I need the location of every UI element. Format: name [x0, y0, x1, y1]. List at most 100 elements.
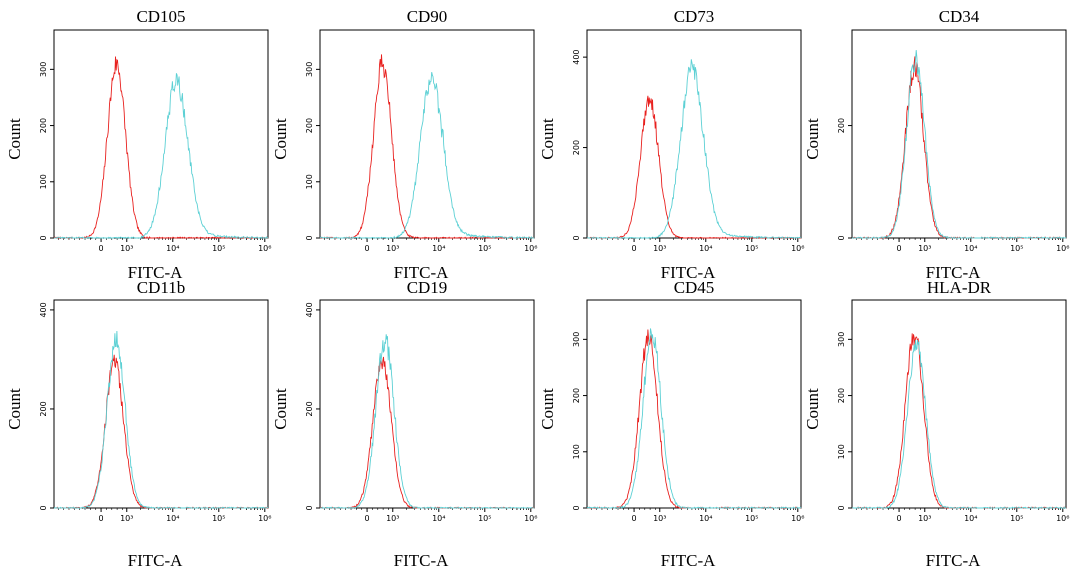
panel-title: CD105	[136, 7, 185, 26]
panel-title: CD19	[407, 278, 448, 297]
control-histogram-line	[852, 333, 1066, 508]
y-axis-label: Count	[538, 118, 557, 160]
x-tick-label: 10⁴	[699, 244, 712, 253]
y-tick-label: 200	[572, 388, 581, 403]
y-tick-label: 100	[837, 444, 846, 459]
x-tick-label: 10³	[120, 244, 133, 253]
x-tick-label: 10⁶	[258, 514, 271, 523]
y-tick-label: 200	[305, 401, 314, 416]
plot-frame	[54, 30, 268, 238]
x-tick-label: 0	[897, 244, 902, 253]
x-tick-label: 0	[632, 244, 637, 253]
x-tick-label: 10⁴	[699, 514, 712, 523]
histogram-panel-cd34: CD34 Count FITC-A 0 200 0 10³ 10⁴ 10⁵ 10⁶	[803, 7, 1069, 282]
panel-title: CD73	[674, 7, 715, 26]
y-tick-label: 0	[572, 235, 581, 240]
y-tick-label: 400	[39, 302, 48, 317]
x-tick-label: 0	[897, 514, 902, 523]
plot-frame	[320, 300, 534, 508]
y-tick-label: 300	[305, 62, 314, 77]
x-tick-label: 0	[365, 244, 370, 253]
marker-histogram-line	[587, 59, 801, 238]
histogram-panel-cd73: CD73CountFITC-A02004000 10³ 10⁴ 10⁵ 10⁶	[538, 7, 804, 282]
panel-title: CD90	[407, 7, 448, 26]
panel-title: HLA-DR	[927, 278, 992, 297]
control-histogram-line	[54, 57, 268, 239]
x-tick-label: 0	[365, 514, 370, 523]
y-tick-label: 0	[572, 505, 581, 510]
plot-frame	[320, 30, 534, 238]
x-tick-label: 10⁴	[964, 244, 977, 253]
histogram-panel-cd45: CD45 Count FITC-A 0 100 200 300 0 10³ 10⁴ 10⁵ 10⁶	[538, 278, 804, 570]
x-tick-label: 10³	[653, 514, 666, 523]
y-axis-label: Count	[271, 118, 290, 160]
marker-histogram-line	[852, 50, 1066, 238]
x-tick-label: 10³	[918, 244, 931, 253]
x-tick-label: 10⁵	[478, 244, 491, 253]
y-axis-label: Count	[5, 388, 24, 430]
y-tick-label: 200	[572, 140, 581, 155]
y-tick-label: 400	[305, 302, 314, 317]
y-tick-label: 300	[39, 62, 48, 77]
control-histogram-line	[320, 54, 534, 238]
x-tick-label: 10³	[386, 244, 399, 253]
y-tick-label: 0	[837, 505, 846, 510]
panel-title: CD34	[939, 7, 980, 26]
y-axis-label: Count	[803, 388, 822, 430]
x-axis-label: FITC-A	[926, 551, 982, 570]
x-tick-label: 10⁶	[258, 244, 271, 253]
y-axis-label: Count	[538, 388, 557, 430]
x-tick-label: 10⁴	[432, 514, 445, 523]
marker-histogram-line	[320, 334, 534, 508]
control-histogram-line	[587, 330, 801, 509]
plot-frame	[54, 300, 268, 508]
y-tick-label: 200	[305, 118, 314, 133]
y-tick-label: 200	[837, 118, 846, 133]
marker-histogram-line	[852, 340, 1066, 508]
y-tick-label: 0	[39, 235, 48, 240]
y-tick-label: 100	[39, 174, 48, 189]
plot-frame	[852, 300, 1066, 508]
x-tick-label: 10⁵	[745, 514, 758, 523]
x-tick-label: 10⁵	[745, 244, 758, 253]
x-axis-label: FITC-A	[394, 551, 450, 570]
y-axis-label: Count	[803, 118, 822, 160]
x-tick-label: 10⁴	[166, 514, 179, 523]
x-tick-label: 10⁴	[166, 244, 179, 253]
control-histogram-line	[852, 56, 1066, 238]
x-tick-label: 10⁴	[432, 244, 445, 253]
x-tick-label: 10³	[918, 514, 931, 523]
y-tick-label: 400	[572, 49, 581, 64]
x-axis-label: FITC-A	[661, 551, 717, 570]
y-axis-label: Count	[271, 388, 290, 430]
y-tick-label: 300	[837, 332, 846, 347]
marker-histogram-line	[54, 331, 268, 508]
plot-frame	[587, 300, 801, 508]
x-tick-label: 10⁵	[1010, 244, 1023, 253]
y-tick-label: 0	[305, 505, 314, 510]
histogram-panel-cd105: CD105 Count FITC-A 0 100 200 300 0 10³ 10⁴ 10⁵ 10⁶	[5, 7, 271, 282]
x-tick-label: 0	[99, 514, 104, 523]
y-tick-label: 0	[39, 505, 48, 510]
x-tick-label: 10⁶	[524, 514, 537, 523]
x-tick-label: 10³	[386, 514, 399, 523]
histogram-panel-cd11b: CD11b Count FITC-A 0 200 400 0 10³ 10⁴ 10⁵ 10⁶	[5, 278, 271, 570]
x-tick-label: 10⁵	[1010, 514, 1023, 523]
x-tick-label: 10⁶	[1056, 514, 1069, 523]
plot-frame	[852, 30, 1066, 238]
x-tick-label: 10³	[653, 244, 666, 253]
x-tick-label: 10⁶	[791, 514, 804, 523]
marker-histogram-line	[587, 328, 801, 508]
y-tick-label: 200	[837, 388, 846, 403]
y-tick-label: 100	[305, 174, 314, 189]
histogram-panel-cd90: CD90 Count FITC-A 0 100 200 300 0 10³ 10⁴ 10⁵ 10⁶	[271, 7, 537, 282]
marker-histogram-line	[54, 73, 268, 238]
x-tick-label: 10⁵	[212, 514, 225, 523]
y-axis-label: Count	[5, 118, 24, 160]
marker-histogram-line	[320, 72, 534, 238]
x-axis-label: FITC-A	[128, 551, 184, 570]
control-histogram-line	[320, 357, 534, 508]
x-tick-label: 0	[99, 244, 104, 253]
y-tick-label: 0	[837, 235, 846, 240]
x-tick-label: 0	[632, 514, 637, 523]
